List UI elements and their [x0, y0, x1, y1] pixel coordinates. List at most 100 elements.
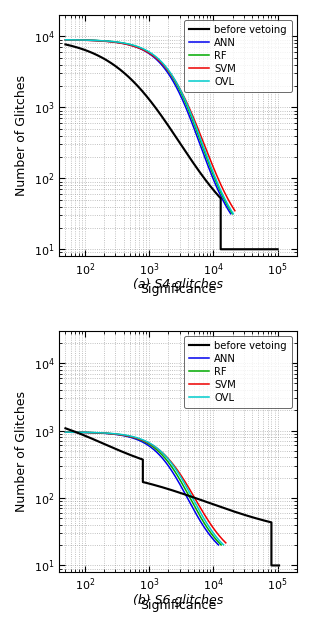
- before vetoing: [211, 500, 214, 508]
- before vetoing: [128, 74, 132, 82]
- RF: [219, 541, 223, 549]
- X-axis label: Significance: Significance: [140, 283, 216, 296]
- before vetoing: [225, 505, 228, 513]
- OVL: [104, 429, 108, 437]
- RF: [231, 210, 234, 218]
- Legend: before vetoing, ANN, RF, SVM, OVL: before vetoing, ANN, RF, SVM, OVL: [184, 20, 292, 92]
- ANN: [217, 541, 220, 549]
- SVM: [64, 428, 67, 436]
- Line: OVL: OVL: [66, 432, 223, 545]
- SVM: [177, 83, 180, 90]
- RF: [64, 36, 67, 43]
- ANN: [64, 428, 67, 436]
- OVL: [93, 36, 97, 44]
- RF: [139, 45, 143, 52]
- OVL: [107, 38, 110, 45]
- SVM: [140, 46, 144, 53]
- RF: [175, 82, 179, 89]
- ANN: [93, 37, 97, 45]
- OVL: [183, 480, 186, 487]
- Line: ANN: ANN: [66, 40, 231, 214]
- ANN: [229, 210, 232, 218]
- ANN: [166, 461, 169, 468]
- SVM: [94, 37, 97, 45]
- before vetoing: [241, 510, 244, 518]
- OVL: [64, 428, 67, 436]
- Line: RF: RF: [66, 432, 221, 545]
- RF: [155, 446, 159, 454]
- before vetoing: [222, 504, 226, 512]
- RF: [106, 38, 110, 45]
- before vetoing: [180, 490, 184, 497]
- OVL: [91, 429, 95, 436]
- RF: [162, 61, 166, 69]
- Line: SVM: SVM: [66, 432, 226, 543]
- before vetoing: [217, 193, 221, 201]
- Legend: before vetoing, ANN, RF, SVM, OVL: before vetoing, ANN, RF, SVM, OVL: [184, 336, 292, 408]
- ANN: [103, 429, 107, 437]
- before vetoing: [219, 246, 222, 253]
- X-axis label: Significance: Significance: [140, 599, 216, 612]
- SVM: [171, 460, 174, 467]
- before vetoing: [64, 424, 67, 432]
- Y-axis label: Number of Glitches: Number of Glitches: [15, 75, 28, 196]
- RF: [64, 428, 67, 436]
- RF: [134, 435, 138, 442]
- ANN: [188, 113, 192, 121]
- Text: (a) S4 glitches: (a) S4 glitches: [133, 278, 223, 291]
- Line: before vetoing: before vetoing: [66, 45, 278, 250]
- SVM: [191, 113, 195, 120]
- Line: before vetoing: before vetoing: [66, 428, 279, 566]
- Y-axis label: Number of Glitches: Number of Glitches: [15, 391, 28, 512]
- before vetoing: [277, 562, 281, 569]
- ANN: [179, 482, 183, 490]
- SVM: [184, 480, 188, 487]
- RF: [91, 429, 95, 436]
- ANN: [138, 45, 142, 53]
- before vetoing: [177, 138, 181, 145]
- OVL: [157, 446, 160, 453]
- ANN: [91, 429, 95, 436]
- RF: [168, 460, 171, 467]
- before vetoing: [150, 100, 154, 107]
- before vetoing: [276, 246, 280, 253]
- ANN: [133, 435, 137, 443]
- OVL: [190, 112, 194, 120]
- RF: [93, 36, 97, 44]
- OVL: [139, 45, 143, 52]
- before vetoing: [187, 153, 191, 161]
- SVM: [158, 447, 162, 455]
- ANN: [154, 448, 158, 455]
- before vetoing: [131, 452, 134, 460]
- SVM: [163, 63, 167, 71]
- SVM: [224, 539, 228, 547]
- Line: SVM: SVM: [66, 40, 235, 211]
- ANN: [106, 38, 110, 45]
- Line: OVL: OVL: [66, 40, 233, 214]
- SVM: [105, 429, 109, 437]
- Line: ANN: ANN: [66, 432, 218, 545]
- OVL: [64, 36, 67, 43]
- OVL: [135, 434, 139, 441]
- OVL: [163, 61, 166, 69]
- before vetoing: [270, 562, 273, 569]
- ANN: [64, 36, 67, 43]
- Line: RF: RF: [66, 40, 232, 214]
- OVL: [176, 81, 179, 88]
- SVM: [92, 429, 96, 436]
- SVM: [136, 435, 140, 442]
- SVM: [64, 36, 67, 44]
- ANN: [161, 63, 165, 70]
- OVL: [232, 210, 235, 218]
- before vetoing: [64, 41, 67, 48]
- SVM: [107, 38, 111, 45]
- RF: [189, 113, 193, 120]
- ANN: [174, 82, 178, 90]
- OVL: [169, 459, 173, 466]
- RF: [181, 481, 184, 488]
- SVM: [233, 207, 237, 214]
- OVL: [222, 541, 225, 549]
- before vetoing: [101, 54, 105, 61]
- Text: (b) S6 glitches: (b) S6 glitches: [133, 594, 223, 607]
- RF: [104, 429, 107, 437]
